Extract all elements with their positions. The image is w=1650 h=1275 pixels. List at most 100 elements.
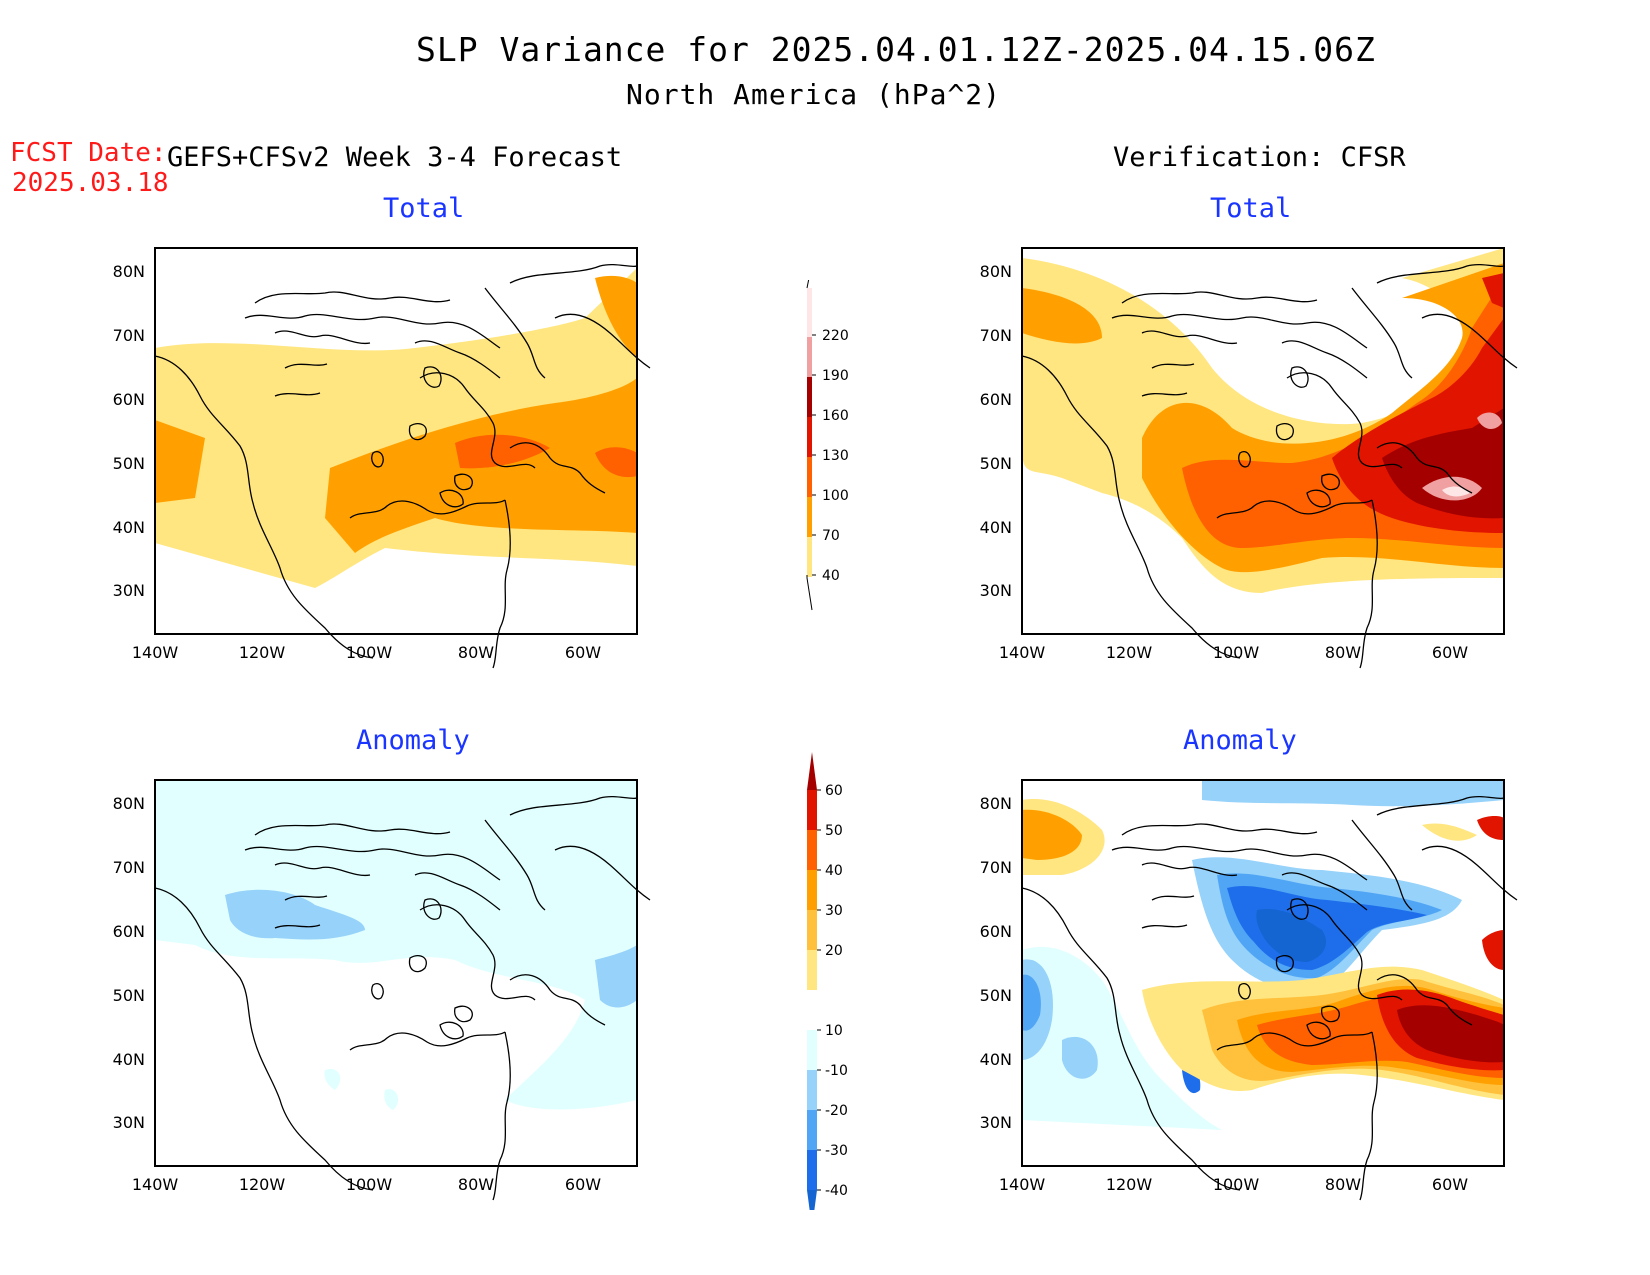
- lat-label-80n: 80N: [113, 262, 145, 281]
- total-colorbar-label: 100: [822, 488, 849, 504]
- lat-label-50n: 50N: [113, 986, 145, 1005]
- lat-label-50n: 50N: [113, 454, 145, 473]
- anomaly-colorbar-label: -20: [825, 1103, 848, 1119]
- forecast-total-frame: [154, 247, 638, 635]
- lon-label-140w: 140W: [999, 1175, 1046, 1194]
- lon-label-80w: 80W: [1325, 643, 1361, 662]
- anomaly-colorbar-swatch: [807, 870, 817, 910]
- lon-label-60w: 60W: [1432, 1175, 1468, 1194]
- total-colorbar: 40 70 100 130 160 190 220: [806, 280, 849, 611]
- fcst-date-value: 2025.03.18: [12, 168, 169, 198]
- verification-total-field: [1022, 248, 1504, 634]
- lat-label-70n: 70N: [113, 326, 145, 345]
- total-colorbar-label: 160: [822, 408, 849, 424]
- anomaly-colorbar-swatch: [807, 1110, 817, 1150]
- total-colorbar-label: 220: [822, 328, 849, 344]
- lat-label-60n: 60N: [980, 390, 1012, 409]
- lon-label-60w: 60W: [565, 643, 601, 662]
- lat-label-40n: 40N: [113, 518, 145, 537]
- lon-label-100w: 100W: [1213, 1175, 1260, 1194]
- forecast-section-title: GEFS+CFSv2 Week 3-4 Forecast: [167, 142, 623, 173]
- anomaly-colorbar-swatch: [807, 910, 817, 950]
- lat-label-40n: 40N: [980, 1050, 1012, 1069]
- forecast-anomaly-field: [155, 780, 637, 1166]
- verification-anomaly-frame: [1021, 779, 1505, 1167]
- anomaly-colorbar: 60 50 40 30 20 10 -10 -20 -30 -40: [807, 752, 848, 1210]
- lon-label-120w: 120W: [239, 1175, 286, 1194]
- lon-label-120w: 120W: [1106, 643, 1153, 662]
- verification-anomaly-map: 30N 40N 50N 60N 70N 80N 140W 120W 100W 8…: [980, 779, 1518, 1201]
- anomaly-colorbar-swatch: [807, 1070, 817, 1110]
- total-colorbar-swatch: [807, 297, 812, 337]
- lon-label-100w: 100W: [1213, 643, 1260, 662]
- anomaly-colorbar-label: 30: [825, 903, 843, 919]
- verification-total-frame: [1021, 247, 1505, 635]
- lon-label-120w: 120W: [1106, 1175, 1153, 1194]
- total-colorbar-swatch: [807, 337, 812, 377]
- anomaly-colorbar-label: -10: [825, 1063, 848, 1079]
- fcst-date-label: FCST Date:: [10, 138, 167, 168]
- total-colorbar-swatch: [807, 497, 812, 537]
- anomaly-colorbar-swatch: [807, 950, 817, 990]
- lon-label-140w: 140W: [132, 643, 179, 662]
- lat-label-60n: 60N: [980, 922, 1012, 941]
- anomaly-colorbar-swatch: [807, 790, 817, 830]
- forecast-anomaly-title: Anomaly: [356, 725, 470, 756]
- lat-label-40n: 40N: [980, 518, 1012, 537]
- total-colorbar-label: 40: [822, 568, 840, 584]
- verification-total-title: Total: [1210, 193, 1292, 224]
- lat-label-50n: 50N: [980, 454, 1012, 473]
- total-colorbar-swatch: [807, 537, 812, 577]
- lat-label-30n: 30N: [980, 1113, 1012, 1132]
- anomaly-colorbar-top-triangle: [807, 752, 817, 790]
- lat-label-70n: 70N: [980, 326, 1012, 345]
- total-colorbar-labels: 40 70 100 130 160 190 220: [812, 328, 849, 584]
- page-subtitle: North America (hPa^2): [626, 78, 1002, 111]
- page-title: SLP Variance for 2025.04.01.12Z-2025.04.…: [416, 30, 1376, 69]
- lat-label-60n: 60N: [113, 922, 145, 941]
- total-colorbar-label: 190: [822, 368, 849, 384]
- lat-label-30n: 30N: [113, 1113, 145, 1132]
- lon-label-80w: 80W: [458, 1175, 494, 1194]
- anomaly-colorbar-swatch: [807, 990, 817, 1030]
- lat-label-70n: 70N: [113, 858, 145, 877]
- lat-label-80n: 80N: [980, 262, 1012, 281]
- forecast-anomaly-map: 30N 40N 50N 60N 70N 80N 140W 120W 100W 8…: [113, 779, 651, 1201]
- lat-label-60n: 60N: [113, 390, 145, 409]
- total-colorbar-swatches: [807, 297, 812, 577]
- total-colorbar-swatch: [807, 377, 812, 417]
- forecast-anomaly-frame: [154, 779, 638, 1167]
- forecast-total-title: Total: [383, 193, 465, 224]
- anomaly-colorbar-label: 50: [825, 823, 843, 839]
- lat-label-30n: 30N: [113, 581, 145, 600]
- lat-label-30n: 30N: [980, 581, 1012, 600]
- lat-label-70n: 70N: [980, 858, 1012, 877]
- lat-label-80n: 80N: [113, 794, 145, 813]
- anomaly-colorbar-swatch: [807, 830, 817, 870]
- anomaly-colorbar-label: -30: [825, 1143, 848, 1159]
- anomaly-colorbar-bottom-triangle: [807, 1190, 817, 1210]
- forecast-total-field: [155, 248, 637, 634]
- total-colorbar-label: 70: [822, 528, 840, 544]
- anomaly-colorbar-label: 60: [825, 783, 843, 799]
- anomaly-colorbar-swatches: [807, 752, 817, 1210]
- lat-label-80n: 80N: [980, 794, 1012, 813]
- verification-section-title: Verification: CFSR: [1113, 142, 1406, 173]
- anomaly-colorbar-swatch: [807, 1030, 817, 1070]
- anomaly-colorbar-labels: 60 50 40 30 20 10 -10 -20 -30 -40: [817, 783, 848, 1199]
- lat-label-50n: 50N: [980, 986, 1012, 1005]
- verification-anomaly-title: Anomaly: [1183, 725, 1297, 756]
- lon-label-60w: 60W: [1432, 643, 1468, 662]
- lon-label-120w: 120W: [239, 643, 286, 662]
- total-colorbar-swatch: [807, 417, 812, 457]
- total-colorbar-swatch: [807, 457, 812, 497]
- lon-label-80w: 80W: [458, 643, 494, 662]
- forecast-total-map: 30N 40N 50N 60N 70N 80N 140W 120W 100W 8…: [113, 247, 651, 669]
- lon-label-140w: 140W: [132, 1175, 179, 1194]
- lat-label-40n: 40N: [113, 1050, 145, 1069]
- verification-total-map: 30N 40N 50N 60N 70N 80N 140W 120W 100W 8…: [980, 247, 1518, 669]
- lon-label-140w: 140W: [999, 643, 1046, 662]
- anomaly-colorbar-label: 20: [825, 943, 843, 959]
- verification-anomaly-field: [1022, 780, 1504, 1166]
- anomaly-colorbar-label: -40: [825, 1183, 848, 1199]
